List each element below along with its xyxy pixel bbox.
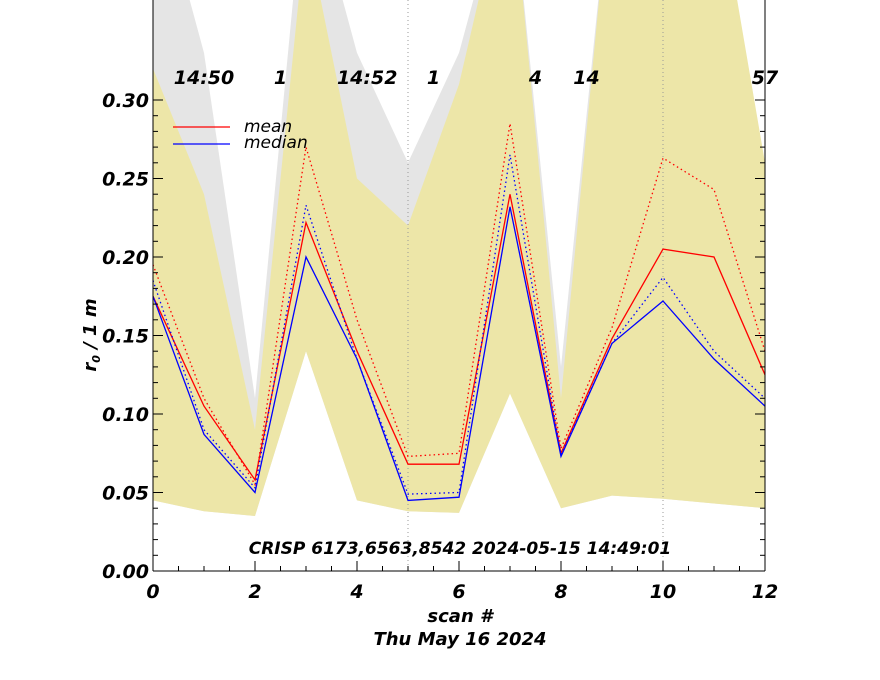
y-tick-label: 0.15 [102,326,149,348]
top-time-label: 4 [528,67,542,89]
top-time-label: 57 [752,67,779,89]
x-tick-label: 6 [452,581,465,603]
legend-label-median: median [244,133,308,153]
series-layer [153,123,765,502]
annotation-text: CRISP 6173,6563,8542 2024-05-15 14:49:01 [249,539,672,559]
y-axis-title-subscript: 0 [90,355,103,363]
y-tick-label: 0.30 [102,90,149,112]
y-tick-label: 0.05 [102,483,149,505]
mean-series-line [153,194,765,482]
date-label: Thu May 16 2024 [373,629,546,650]
x-tick-label: 8 [554,581,567,603]
top-time-label: 1 [274,67,287,89]
y-tick-label: 0.10 [102,404,149,426]
x-tick-label: 10 [650,581,676,603]
x-axis-title: scan # [427,606,495,627]
top-time-label: 1 [427,67,440,89]
tick-label-layer: 0 2 4 6 8 10 12 0.00 0.05 0.10 0.15 0.20 0.25 0.30 14:… [102,67,779,603]
x-tick-label: 12 [752,581,778,603]
y-tick-label: 0.20 [102,247,149,269]
y-tick-label: 0.25 [102,169,149,191]
top-time-label: 14:52 [337,67,397,89]
legend-label-mean: mean [244,117,292,137]
legend: mean median [173,117,308,153]
dotted-3-series-line [153,154,765,495]
band-layer [153,0,765,516]
top-time-label: 14 [573,67,599,89]
top-time-label: 14:50 [174,67,234,89]
median-series-line [153,206,765,502]
x-tick-label: 0 [146,581,159,603]
x-tick-label: 2 [248,581,261,603]
svg-text:r0 / 1 m: r0 / 1 m [80,298,103,371]
y-axis-title-main: r [80,362,101,372]
y-tick-label: 0.00 [102,561,149,583]
y-axis-title-rest: / 1 m [80,298,101,355]
y-axis-title: r0 / 1 m [80,298,103,371]
axes-layer [152,0,766,572]
inner-range-band [153,0,765,516]
dotted-2-series-line [153,123,765,487]
x-tick-label: 4 [349,581,363,603]
